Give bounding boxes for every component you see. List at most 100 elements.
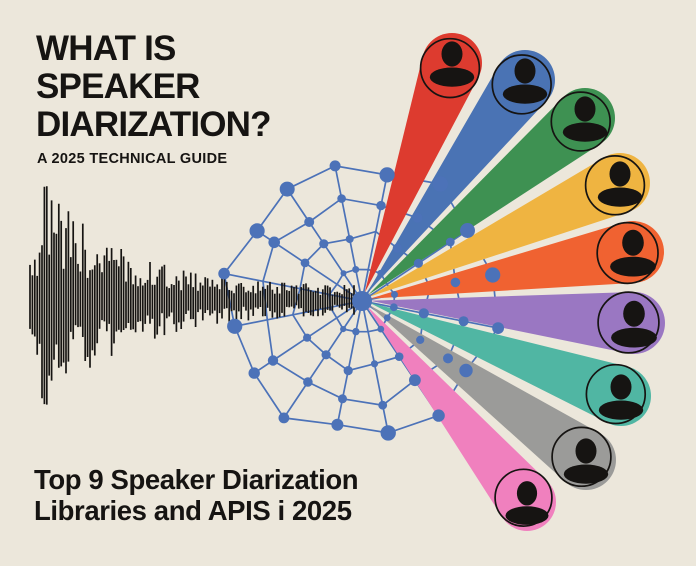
web-node	[460, 223, 475, 238]
subtitle: A 2025 TECHNICAL GUIDE	[37, 151, 228, 167]
person-head	[574, 96, 596, 122]
web-node	[492, 322, 504, 334]
beam-wedge	[366, 64, 547, 294]
web-node	[432, 409, 445, 422]
beam-wedge	[368, 304, 601, 483]
web-node	[443, 353, 453, 364]
web-node	[329, 160, 341, 172]
person-icon	[505, 481, 549, 525]
beam-wedge	[369, 222, 635, 299]
web-node	[337, 194, 346, 203]
web-node	[343, 366, 353, 376]
web-node	[304, 217, 315, 227]
person-shoulders	[505, 506, 549, 525]
web-node	[268, 236, 281, 249]
web-node	[450, 277, 461, 288]
web-node	[377, 269, 384, 277]
web-node	[409, 374, 421, 387]
title-line-1: WHAT IS	[36, 29, 176, 68]
person-shoulders	[429, 67, 475, 87]
web-node	[391, 291, 398, 298]
speaker-5-orange-beam	[369, 221, 664, 299]
web-node	[379, 167, 395, 183]
web-node	[418, 308, 429, 319]
person-icon	[502, 58, 548, 104]
title-line-3: DIARIZATION?	[36, 105, 272, 144]
web-node	[378, 400, 388, 410]
web-node	[377, 325, 385, 333]
person-head	[609, 161, 631, 187]
person-head	[575, 438, 597, 464]
speaker-cap-outline	[494, 468, 553, 527]
beam-wedge	[368, 96, 602, 295]
web-node	[345, 235, 354, 244]
speaker-7-teal-beam	[369, 302, 651, 426]
web-nodes	[218, 160, 504, 441]
speaker-4-yellow-beam	[369, 153, 650, 297]
person-head	[622, 229, 644, 256]
web-node	[267, 355, 279, 366]
person-icon	[563, 438, 609, 484]
person-head	[441, 41, 463, 67]
person-shoulders	[598, 400, 644, 420]
speaker-1-red-beam	[364, 33, 482, 293]
speaker-9-pink-beam	[367, 306, 556, 531]
speaker-cap-outline	[491, 54, 552, 115]
audio-waveform	[29, 186, 355, 405]
web-node	[218, 267, 230, 280]
web-node	[432, 176, 448, 192]
web-node	[383, 314, 391, 322]
web-node	[331, 418, 344, 431]
speaker-3-green-beam	[368, 88, 615, 295]
web-node	[340, 326, 347, 333]
web-node	[279, 181, 295, 197]
speaker-cap-outline	[585, 363, 647, 425]
speaker-cap-outline	[550, 91, 611, 152]
person-icon	[597, 161, 643, 207]
web-node	[321, 350, 331, 360]
speaker-8-gray-beam	[368, 304, 616, 490]
page-title: WHAT IS SPEAKER DIARIZATION?	[36, 29, 272, 144]
web-node	[278, 412, 290, 424]
web-node	[389, 303, 398, 312]
footer-caption: Top 9 Speaker Diarization Libraries and …	[34, 464, 359, 526]
web-node	[394, 352, 404, 362]
web-node	[459, 363, 473, 378]
person-shoulders	[597, 187, 643, 207]
beam-wedge	[370, 292, 634, 354]
web-node	[319, 239, 329, 249]
web-node	[352, 266, 360, 273]
web-center-node	[352, 291, 372, 311]
person-icon	[429, 41, 475, 87]
web-node	[300, 258, 310, 268]
person-head	[610, 374, 632, 400]
beam-wedge	[369, 157, 630, 297]
person-icon	[598, 374, 644, 420]
person-head	[514, 58, 536, 84]
web-node	[392, 243, 402, 253]
web-node	[303, 333, 312, 342]
person-shoulders	[502, 84, 548, 104]
web-node	[227, 318, 243, 334]
person-head	[623, 300, 645, 327]
speaker-cap-outline	[596, 221, 659, 285]
speaker-2-blue-beam	[366, 50, 555, 294]
web-node	[370, 360, 379, 368]
caption-line-2: Libraries and APIS i 2025	[34, 495, 352, 526]
speaker-cap-outline	[597, 291, 660, 354]
beam-wedge	[369, 302, 629, 423]
web-node	[416, 335, 425, 344]
web-node	[248, 367, 260, 379]
web-node	[412, 213, 423, 223]
person-shoulders	[563, 464, 609, 484]
title-line-2: SPEAKER	[36, 67, 200, 106]
person-shoulders	[611, 327, 657, 348]
web-node	[249, 223, 265, 239]
caption-line-1: Top 9 Speaker Diarization	[34, 464, 359, 495]
speaker-6-purple-beam	[370, 291, 665, 354]
beam-wedge	[367, 306, 548, 518]
beam-wedge	[364, 55, 479, 293]
person-icon	[562, 96, 608, 142]
web-node	[458, 316, 469, 327]
